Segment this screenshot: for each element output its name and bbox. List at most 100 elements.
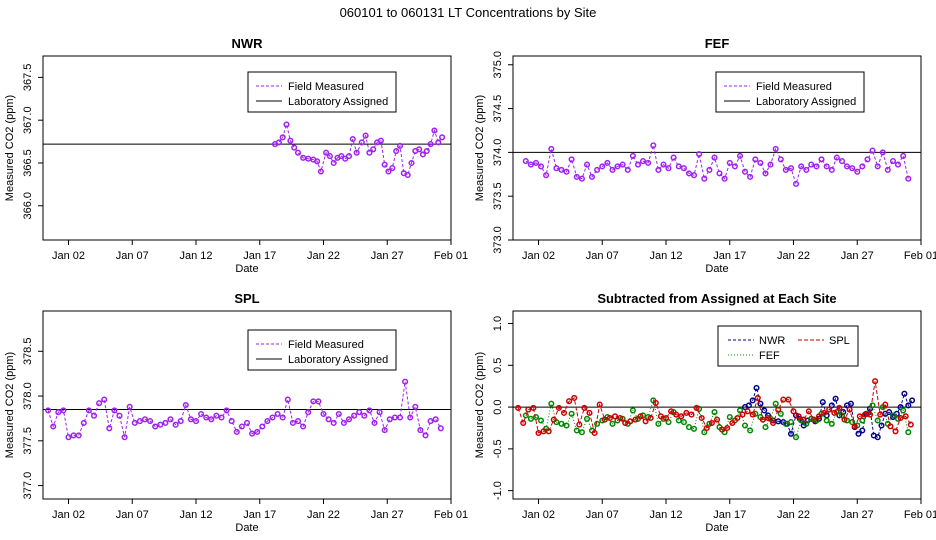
data-point	[111, 407, 118, 414]
data-point	[770, 419, 777, 427]
data-point	[854, 168, 861, 175]
data-point	[889, 412, 897, 419]
data-point	[660, 161, 667, 168]
data-point	[558, 166, 565, 173]
y-tick-label: 375.0	[492, 51, 504, 79]
data-point	[218, 414, 225, 421]
data-point	[752, 156, 759, 163]
data-point	[353, 149, 360, 156]
data-point	[431, 127, 438, 134]
y-tick-label: 373.0	[492, 226, 504, 254]
y-axis-label: Measured CO2 (ppm)	[474, 352, 486, 458]
data-point	[283, 121, 290, 128]
data-point	[729, 419, 736, 427]
data-point	[228, 418, 235, 425]
panel-fef: FEF Jan 02 Jan 07 Jan 12 Jan 17 Jan 22 Jan 27 F…	[474, 36, 936, 275]
panel-title: NWR	[231, 36, 263, 51]
data-point	[864, 156, 871, 163]
data-point	[96, 400, 103, 407]
data-point	[647, 414, 654, 422]
data-point	[284, 396, 291, 403]
data-point	[909, 397, 916, 404]
x-tick-label: Jan 22	[307, 509, 340, 521]
data-point	[754, 394, 761, 401]
panel-diff: Subtracted from Assigned at Each Site Jan…	[474, 291, 936, 534]
data-point	[716, 170, 723, 177]
data-point	[527, 415, 534, 422]
data-point	[233, 428, 240, 435]
data-point	[821, 409, 828, 416]
data-point	[877, 411, 884, 418]
data-point	[736, 407, 744, 414]
data-point	[291, 144, 298, 151]
x-tick-label: Jan 17	[243, 250, 276, 262]
data-point	[522, 412, 529, 419]
data-point	[550, 416, 557, 423]
data-point	[294, 149, 302, 156]
data-point	[711, 409, 718, 416]
data-point	[856, 413, 863, 420]
data-point	[396, 142, 404, 149]
data-point	[381, 161, 388, 168]
data-point	[362, 132, 369, 139]
data-point	[419, 151, 426, 158]
data-point	[731, 163, 738, 170]
data-point	[624, 166, 631, 173]
data-point	[141, 416, 149, 423]
data-point	[831, 409, 838, 416]
data-point	[427, 418, 434, 425]
data-point	[80, 419, 87, 426]
data-point	[386, 416, 393, 423]
data-point	[706, 166, 713, 173]
data-point	[828, 166, 835, 173]
data-point	[642, 418, 649, 425]
data-point	[826, 406, 833, 413]
plot-frame	[42, 310, 452, 500]
data-point	[274, 410, 281, 418]
data-point	[157, 421, 164, 428]
data-point	[741, 168, 749, 175]
page-title: 060101 to 060131 LT Concentrations by Si…	[339, 5, 597, 20]
data-point	[668, 408, 675, 415]
data-point	[279, 414, 286, 421]
data-point	[772, 400, 779, 407]
data-point	[599, 163, 606, 170]
plot-frame	[512, 310, 922, 500]
data-point	[753, 384, 760, 391]
x-axis-label: Date	[705, 522, 728, 534]
data-point	[581, 404, 588, 411]
data-point	[287, 137, 294, 144]
data-point	[596, 401, 603, 408]
data-point	[634, 161, 642, 168]
data-point	[787, 419, 795, 426]
data-point	[711, 154, 718, 161]
data-point	[838, 158, 846, 165]
series-line-field-measured	[274, 122, 443, 176]
data-point	[614, 163, 621, 170]
panel-title: FEF	[705, 36, 730, 51]
legend-box	[247, 71, 397, 113]
data-point	[366, 149, 373, 156]
data-point	[131, 419, 138, 426]
series-layer	[271, 121, 446, 179]
legend-label: Field Measured	[288, 81, 364, 93]
data-point	[90, 412, 98, 419]
data-point	[566, 398, 573, 405]
y-tick-label: 374.5	[492, 95, 504, 123]
data-point	[655, 420, 662, 427]
data-point	[553, 165, 560, 172]
data-point	[548, 400, 555, 407]
panel-spl: SPL Jan 02 Jan 07 Jan 12 Jan 17 Jan 22 Jan 27 F…	[4, 291, 468, 534]
data-point	[902, 413, 909, 420]
data-point	[208, 416, 215, 423]
panel-title: SPL	[234, 291, 259, 306]
data-point	[417, 427, 424, 434]
data-point	[617, 414, 624, 422]
data-point	[85, 407, 92, 414]
data-point	[745, 402, 752, 409]
data-point	[330, 419, 337, 426]
data-point	[358, 139, 365, 146]
x-tick-label: Jan 07	[116, 509, 149, 521]
data-point	[198, 410, 205, 418]
